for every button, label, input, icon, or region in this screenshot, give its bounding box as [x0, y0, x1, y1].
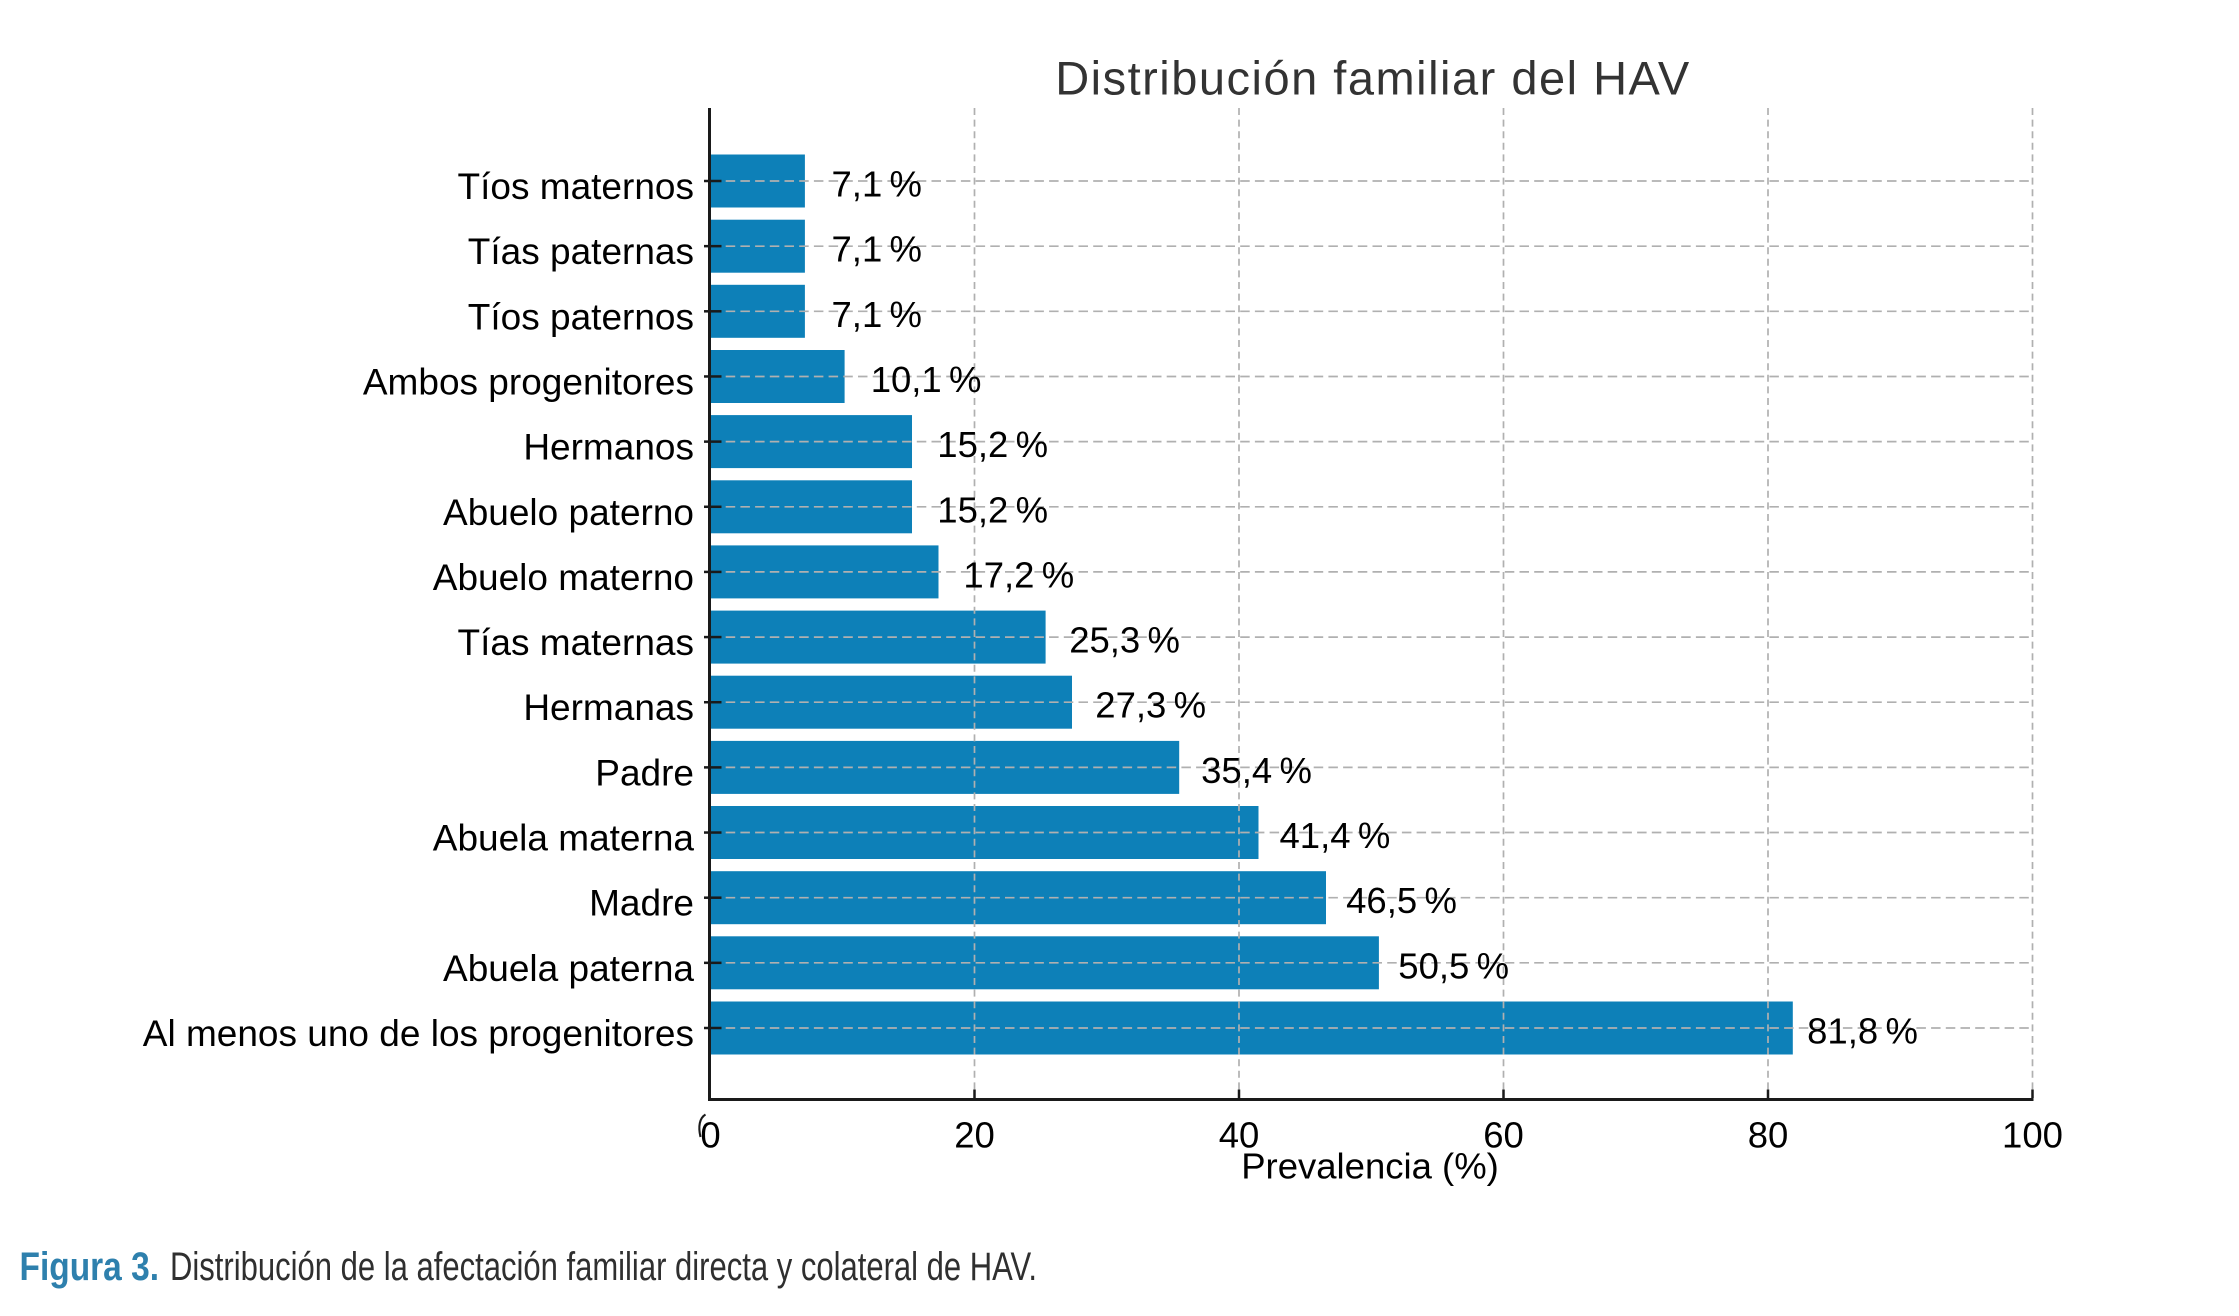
svg-text:15,2 %: 15,2 % — [937, 489, 1048, 530]
svg-text:41,4 %: 41,4 % — [1280, 815, 1391, 856]
svg-text:81,8 %: 81,8 % — [1807, 1011, 1918, 1052]
svg-text:Abuela materna: Abuela materna — [433, 818, 695, 859]
svg-text:7,1 %: 7,1 % — [832, 294, 923, 335]
svg-text:25,3 %: 25,3 % — [1069, 620, 1180, 661]
svg-text:Distribución de la afectación: Distribución de la afectación familiar d… — [170, 1245, 1037, 1289]
svg-text:7,1 %: 7,1 % — [832, 164, 923, 205]
svg-text:Tías maternas: Tías maternas — [458, 622, 694, 663]
svg-text:Figura 3.: Figura 3. — [20, 1245, 160, 1289]
svg-text:20: 20 — [954, 1115, 995, 1156]
svg-text:Hermanas: Hermanas — [523, 687, 694, 728]
svg-text:Abuela paterna: Abuela paterna — [443, 948, 694, 989]
svg-text:Prevalencia (%): Prevalencia (%) — [1241, 1146, 1499, 1187]
svg-text:Hermanos: Hermanos — [523, 427, 694, 468]
svg-text:Abuelo materno: Abuelo materno — [433, 557, 694, 598]
svg-text:7,1 %: 7,1 % — [832, 229, 923, 270]
svg-text:Tíos paternos: Tíos paternos — [468, 296, 694, 337]
svg-text:15,2 %: 15,2 % — [937, 424, 1048, 465]
svg-text:Tías paternas: Tías paternas — [468, 231, 694, 272]
svg-text:46,5 %: 46,5 % — [1346, 880, 1457, 921]
svg-text:35,4 %: 35,4 % — [1201, 750, 1312, 791]
svg-text:Tíos maternos: Tíos maternos — [458, 166, 694, 207]
svg-text:80: 80 — [1748, 1115, 1789, 1156]
svg-text:27,3 %: 27,3 % — [1095, 685, 1206, 726]
svg-text:60: 60 — [1483, 1115, 1524, 1156]
svg-text:Abuelo paterno: Abuelo paterno — [443, 492, 694, 533]
svg-text:Al menos uno de los progenitor: Al menos uno de los progenitores — [143, 1013, 694, 1054]
svg-text:Distribución familiar del HAV: Distribución familiar del HAV — [1055, 52, 1691, 105]
svg-text:17,2 %: 17,2 % — [963, 554, 1074, 595]
svg-text:Madre: Madre — [589, 883, 694, 924]
svg-text:0: 0 — [700, 1115, 720, 1156]
svg-text:Padre: Padre — [595, 752, 694, 793]
svg-text:Ambos progenitores: Ambos progenitores — [363, 362, 694, 403]
svg-text:40: 40 — [1219, 1115, 1260, 1156]
svg-text:50,5 %: 50,5 % — [1398, 945, 1509, 986]
svg-text:10,1 %: 10,1 % — [871, 359, 982, 400]
svg-text:100: 100 — [2002, 1115, 2063, 1156]
